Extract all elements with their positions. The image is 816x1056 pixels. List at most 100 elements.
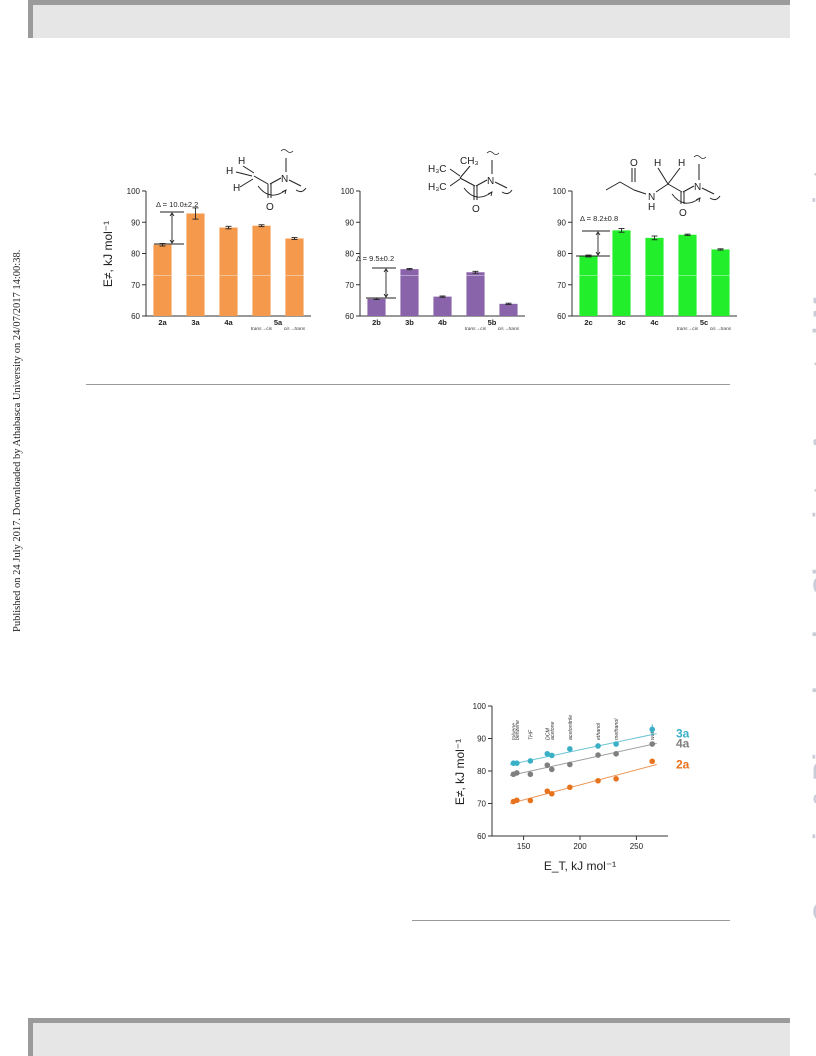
svg-text:H: H — [238, 156, 245, 167]
x-tick-label: 200 — [573, 842, 587, 851]
svg-text:H: H — [233, 183, 240, 194]
svg-text:CH₃: CH₃ — [460, 156, 479, 167]
svg-text:N: N — [281, 174, 288, 185]
y-tick-label: 60 — [557, 312, 566, 321]
journal-watermark: Organic & Biomolecular Chemistry Accepte… — [808, 169, 816, 922]
data-point — [548, 766, 555, 773]
x-category-label: 3b — [405, 318, 414, 327]
data-point — [613, 741, 619, 747]
series-label: 4a — [676, 736, 690, 750]
y-tick-label: 100 — [473, 702, 487, 711]
header-bar — [28, 0, 790, 38]
svg-text:H₃C: H₃C — [428, 182, 447, 193]
y-tick-label: 80 — [557, 250, 566, 259]
fit-line — [509, 764, 657, 804]
bar — [367, 298, 386, 316]
data-point — [595, 752, 601, 758]
data-point — [649, 741, 656, 747]
svg-text:O: O — [266, 202, 274, 213]
fit-line — [509, 733, 657, 765]
y-tick-label: 60 — [345, 312, 354, 321]
y-tick-label: 60 — [131, 312, 140, 321]
svg-text:H₃C: H₃C — [428, 164, 447, 175]
data-point — [544, 762, 551, 768]
divider — [86, 384, 730, 385]
x-category-label: 4b — [438, 318, 447, 327]
bar-chart-c-series: O H H N H O N 60 70 80 90 100 trans→cis cis→t… — [553, 155, 737, 332]
divider — [412, 920, 730, 921]
series-label: 2a — [676, 758, 690, 772]
footer-bar — [28, 1018, 790, 1056]
data-point — [567, 761, 573, 768]
y-tick-label: 90 — [557, 218, 566, 227]
bar — [285, 238, 304, 316]
x-category-label: 4c — [650, 318, 658, 327]
data-point — [527, 797, 534, 804]
x-sublabel: cis→trans — [284, 326, 306, 332]
x-category-label: 2c — [584, 318, 592, 327]
y-tick-label: 90 — [131, 218, 140, 227]
data-point — [544, 750, 551, 757]
delta-annotation: Δ = 10.0±2.2 — [156, 200, 198, 209]
data-point — [514, 760, 520, 766]
data-point — [595, 777, 601, 784]
x-category-label: 2a — [158, 318, 167, 327]
x-sublabel: trans→cis — [251, 326, 273, 332]
structure-b: CH₃ H₃C H₃C O N — [428, 151, 513, 215]
svg-text:N: N — [694, 182, 701, 193]
delta-annotation: Δ = 8.2±0.8 — [580, 214, 618, 223]
x-tick-label: 250 — [630, 842, 644, 851]
bar — [186, 213, 205, 316]
bar — [612, 230, 631, 316]
structure-a: H H H O N — [226, 149, 307, 213]
x-axis-label: E_T, kJ mol⁻¹ — [544, 859, 616, 873]
data-point — [567, 784, 573, 791]
data-point — [514, 797, 520, 804]
y-tick-label: 70 — [131, 281, 140, 290]
data-point — [514, 770, 520, 776]
x-category-label: 5a — [274, 318, 283, 327]
y-tick-label: 70 — [477, 800, 486, 809]
fit-line — [509, 742, 657, 777]
data-point — [548, 752, 555, 759]
solvent-label: ethanol — [596, 722, 602, 740]
data-point — [649, 758, 656, 765]
y-tick-label: 100 — [553, 187, 567, 196]
data-point — [613, 776, 619, 782]
y-tick-label: 60 — [477, 832, 486, 841]
data-point — [544, 788, 551, 794]
bar — [400, 269, 419, 316]
svg-text:O: O — [472, 204, 480, 215]
y-tick-label: 70 — [345, 281, 354, 290]
x-sublabel: trans→cis — [677, 326, 699, 332]
svg-text:H: H — [648, 202, 655, 213]
bar — [499, 303, 518, 316]
bar — [711, 249, 730, 316]
y-tick-label: 80 — [345, 250, 354, 259]
y-axis-label: E≠, kJ mol⁻¹ — [453, 739, 467, 805]
bar — [252, 225, 271, 316]
publication-note: Published on 24 July 2017. Downloaded by… — [12, 249, 23, 632]
x-tick-label: 150 — [517, 842, 531, 851]
bar — [153, 244, 172, 316]
series-label: 3a — [676, 727, 690, 741]
bar — [433, 296, 452, 316]
svg-text:H: H — [226, 166, 233, 177]
y-tick-label: 70 — [557, 281, 566, 290]
data-point — [527, 758, 534, 764]
bar — [579, 256, 598, 316]
data-point — [548, 790, 555, 797]
x-category-label: 3c — [617, 318, 625, 327]
y-tick-label: 100 — [341, 187, 355, 196]
x-category-label: 5b — [488, 318, 497, 327]
bar — [466, 272, 485, 316]
delta-annotation: Δ = 9.5±0.2 — [356, 254, 394, 263]
svg-text:O: O — [630, 158, 638, 169]
svg-text:N: N — [648, 192, 655, 203]
x-category-label: 5c — [700, 318, 708, 327]
solvent-label: acetone — [550, 721, 556, 740]
data-point — [567, 746, 573, 752]
x-category-label: 2b — [372, 318, 381, 327]
data-point — [613, 750, 619, 757]
solvent-label: benzene — [515, 720, 521, 740]
